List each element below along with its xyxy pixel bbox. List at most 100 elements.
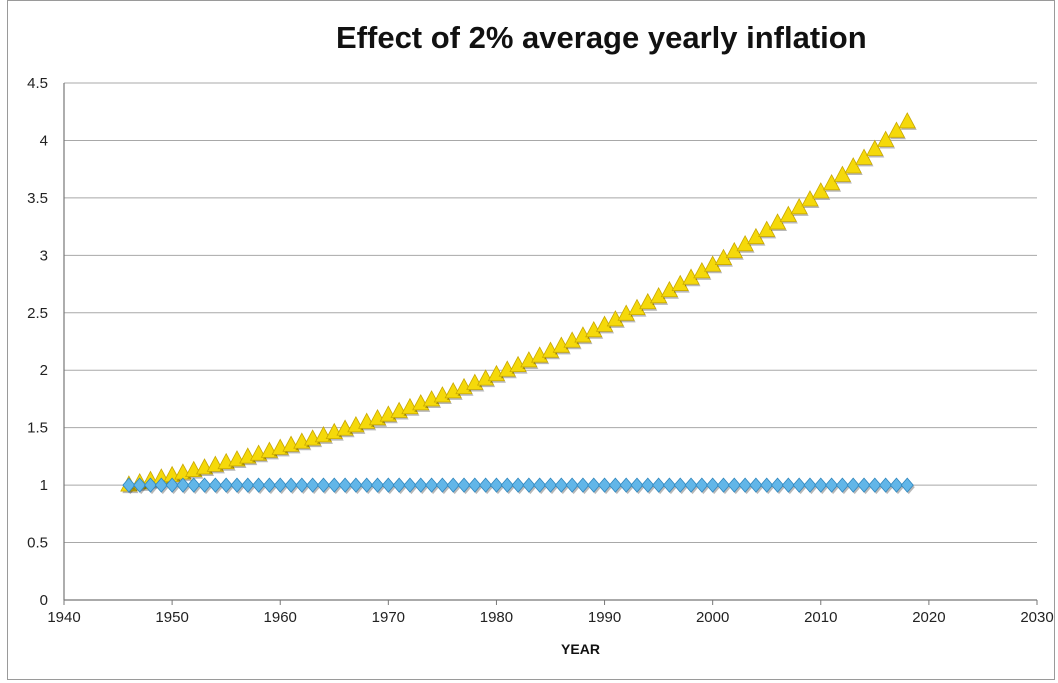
diamond-marker	[414, 477, 428, 493]
diamond-marker	[230, 477, 244, 493]
diamond-marker	[533, 477, 547, 493]
triangle-marker	[801, 190, 819, 207]
y-tick-label: 4	[40, 132, 48, 149]
x-tick-label: 1960	[264, 609, 297, 626]
triangle-marker	[455, 377, 473, 395]
diamond-marker	[489, 477, 503, 493]
triangle-marker	[822, 173, 841, 191]
diamond-marker	[900, 477, 914, 493]
diamond-marker	[835, 477, 849, 493]
triangle-series	[120, 112, 917, 494]
diamond-marker	[673, 477, 687, 493]
diamond-marker	[284, 477, 298, 493]
x-tick-label: 1990	[588, 609, 621, 626]
diamond-marker	[652, 477, 666, 493]
diamond-marker	[446, 477, 460, 493]
x-axis-title: YEAR	[561, 641, 600, 657]
tick-labels: 0 0.5 1 1.5 2 2.5 3 3.5 4 4.5 1940 1950 1960 1970 1980…	[27, 75, 1054, 626]
x-tick-label: 1980	[480, 609, 513, 626]
triangle-marker	[444, 382, 462, 399]
diamond-marker	[349, 477, 363, 493]
y-tick-label: 3.5	[27, 190, 48, 207]
diamond-marker	[879, 477, 893, 493]
triangle-marker	[476, 369, 495, 386]
y-tick-label: 2.5	[27, 305, 48, 322]
x-tick-label: 2020	[912, 609, 945, 626]
y-tick-label: 0	[40, 592, 48, 609]
diamond-marker	[262, 477, 276, 493]
diamond-marker	[662, 477, 676, 493]
x-tick-label: 1940	[47, 609, 80, 626]
diamond-marker	[684, 477, 698, 493]
data-series	[120, 112, 917, 495]
triangle-marker	[876, 130, 895, 147]
diamond-marker	[803, 477, 817, 493]
diamond-marker	[295, 477, 309, 493]
x-tick-label: 1970	[372, 609, 405, 626]
diamond-marker	[587, 477, 601, 493]
diamond-marker	[706, 477, 720, 493]
y-tick-label: 1	[40, 477, 48, 494]
diamond-marker	[792, 477, 806, 493]
x-tick-label: 1950	[155, 609, 188, 626]
diamond-marker	[381, 477, 395, 493]
diamond-marker	[716, 477, 731, 493]
diamond-marker	[630, 477, 644, 493]
diamond-marker	[522, 477, 536, 493]
diamond-marker	[598, 477, 612, 493]
diamond-marker	[760, 477, 774, 493]
diamond-marker	[165, 477, 179, 493]
diamond-marker	[781, 477, 795, 493]
diamond-marker	[868, 477, 882, 493]
triangle-marker	[887, 121, 906, 138]
diamond-marker	[403, 477, 417, 493]
diamond-marker	[133, 477, 147, 493]
diamond-marker	[435, 477, 449, 493]
diamond-marker	[176, 477, 190, 493]
diamond-marker	[198, 477, 212, 493]
diamond-marker	[857, 477, 871, 493]
diamond-marker	[500, 477, 514, 493]
diamond-marker	[889, 477, 903, 493]
diamond-marker	[208, 477, 222, 493]
diamond-marker	[608, 477, 622, 493]
y-tick-label: 2	[40, 362, 48, 379]
diamond-marker	[825, 477, 839, 493]
diamond-marker	[219, 477, 233, 493]
diamond-marker	[749, 477, 763, 493]
diamond-marker	[154, 477, 168, 493]
diamond-marker	[511, 477, 525, 493]
diamond-marker	[814, 477, 828, 493]
diamond-marker	[641, 477, 655, 493]
diamond-marker	[727, 477, 741, 493]
axes	[63, 83, 1038, 605]
diamond-marker	[468, 477, 482, 493]
triangle-marker	[866, 139, 884, 156]
triangle-marker	[833, 165, 852, 182]
chart-frame	[7, 0, 1055, 680]
diamond-marker	[370, 477, 385, 493]
chart-title: Effect of 2% average yearly inflation	[336, 20, 867, 55]
triangle-marker	[466, 373, 484, 390]
diamond-marker	[392, 477, 406, 493]
y-tick-label: 3	[40, 247, 48, 264]
y-tick-label: 4.5	[27, 75, 48, 92]
y-tick-label: 0.5	[27, 535, 48, 552]
y-tick-label: 1.5	[27, 420, 48, 437]
diamond-marker	[457, 477, 471, 493]
diamond-marker	[327, 477, 341, 493]
diamond-marker	[338, 477, 352, 493]
x-tick-label: 2030	[1020, 609, 1053, 626]
diamond-marker	[543, 477, 558, 493]
diamond-marker	[143, 477, 158, 493]
diamond-series	[122, 477, 915, 495]
triangle-marker	[855, 148, 873, 165]
diamond-marker	[360, 477, 374, 493]
diamond-marker	[273, 477, 287, 493]
diamond-marker	[771, 477, 785, 493]
diamond-marker	[738, 477, 752, 493]
diamond-marker	[187, 477, 201, 493]
diamond-marker	[565, 477, 579, 493]
diamond-marker	[846, 477, 860, 493]
